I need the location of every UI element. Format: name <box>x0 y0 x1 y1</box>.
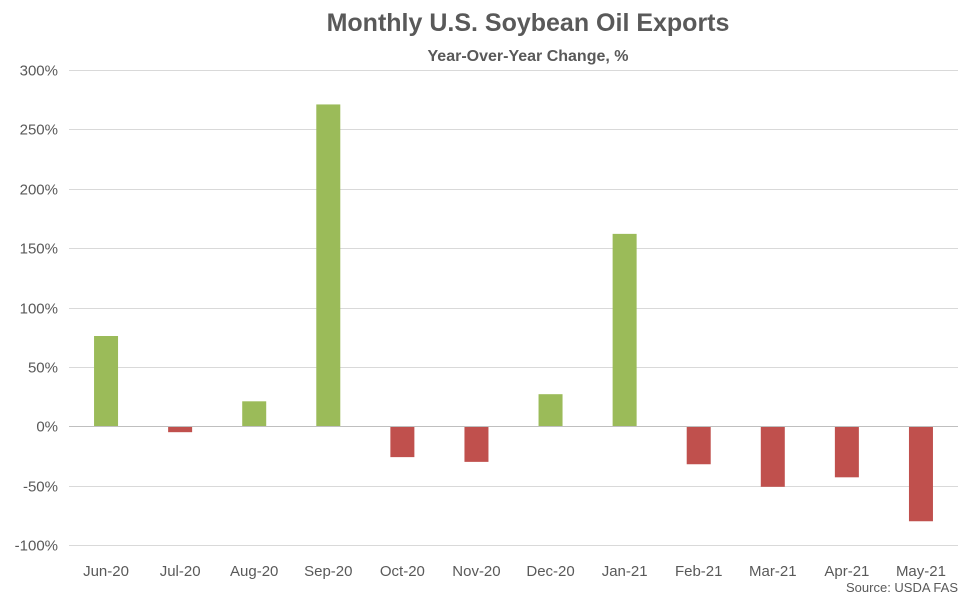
x-tick-label: Oct-20 <box>380 563 425 580</box>
bar-aug-20 <box>242 401 267 427</box>
y-tick-label: -50% <box>23 479 58 496</box>
y-tick-label: 250% <box>20 122 58 139</box>
bar-sep-20 <box>316 104 341 427</box>
x-tick-label: Jan-21 <box>602 563 648 580</box>
x-tick-label: Mar-21 <box>749 563 797 580</box>
x-tick-label: Aug-20 <box>230 563 278 580</box>
x-tick-label: May-21 <box>896 563 946 580</box>
y-tick-label: 200% <box>20 182 58 199</box>
bar-apr-21 <box>834 426 859 478</box>
bar-nov-20 <box>464 426 489 462</box>
x-tick-label: Apr-21 <box>824 563 869 580</box>
chart-subtitle: Year-Over-Year Change, % <box>428 48 629 65</box>
gridlines <box>69 70 958 546</box>
bar-mar-21 <box>760 426 785 487</box>
chart-title: Monthly U.S. Soybean Oil Exports <box>327 9 730 37</box>
bar-dec-20 <box>538 394 563 427</box>
x-tick-label: Dec-20 <box>526 563 574 580</box>
bars <box>94 104 933 522</box>
bar-jul-20 <box>168 426 193 433</box>
y-tick-label: -100% <box>15 538 58 555</box>
bar-jun-20 <box>94 336 119 427</box>
x-tick-label: Sep-20 <box>304 563 352 580</box>
y-axis-ticks: 300% 250% 200% 150% 100% 50% 0% -50% -100% <box>15 63 58 555</box>
source-note: Source: USDA FAS <box>846 580 958 595</box>
bar-feb-21 <box>686 426 711 465</box>
x-tick-label: Jul-20 <box>160 563 201 580</box>
y-tick-label: 100% <box>20 301 58 318</box>
bar-may-21 <box>908 426 933 522</box>
x-tick-label: Feb-21 <box>675 563 723 580</box>
x-axis-ticks: Jun-20 Jul-20 Aug-20 Sep-20 Oct-20 Nov-20 Dec-… <box>83 563 946 580</box>
x-tick-label: Nov-20 <box>452 563 500 580</box>
y-tick-label: 0% <box>36 419 58 436</box>
y-tick-label: 50% <box>28 360 58 377</box>
bar-oct-20 <box>390 426 415 458</box>
bar-jan-21 <box>612 233 637 427</box>
x-tick-label: Jun-20 <box>83 563 129 580</box>
y-tick-label: 150% <box>20 241 58 258</box>
y-tick-label: 300% <box>20 63 58 80</box>
